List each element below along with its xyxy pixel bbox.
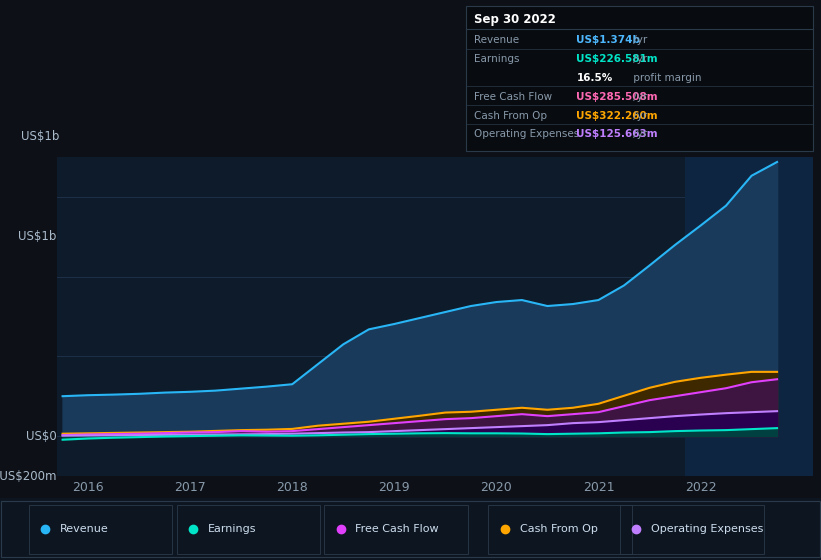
- Text: US$285.508m: US$285.508m: [576, 92, 658, 102]
- Text: /yr: /yr: [630, 92, 647, 102]
- Bar: [324, 505, 468, 554]
- Text: /yr: /yr: [630, 110, 647, 120]
- Text: Operating Expenses: Operating Expenses: [474, 129, 579, 139]
- Text: Cash From Op: Cash From Op: [474, 110, 547, 120]
- Text: US$1b: US$1b: [18, 230, 57, 243]
- Text: Operating Expenses: Operating Expenses: [651, 524, 764, 534]
- Text: Earnings: Earnings: [208, 524, 256, 534]
- Text: Cash From Op: Cash From Op: [520, 524, 598, 534]
- Text: 16.5%: 16.5%: [576, 73, 612, 83]
- Text: Earnings: Earnings: [474, 54, 519, 64]
- Text: US$1b: US$1b: [21, 130, 59, 143]
- Text: US$226.581m: US$226.581m: [576, 54, 658, 64]
- Text: Sep 30 2022: Sep 30 2022: [474, 13, 556, 26]
- Text: US$0: US$0: [26, 430, 57, 442]
- Text: US$125.663m: US$125.663m: [576, 129, 658, 139]
- Text: -US$200m: -US$200m: [0, 469, 57, 483]
- Text: Revenue: Revenue: [60, 524, 108, 534]
- Text: US$322.260m: US$322.260m: [576, 110, 658, 120]
- Bar: [620, 505, 764, 554]
- Text: profit margin: profit margin: [630, 73, 701, 83]
- Bar: [686, 157, 813, 476]
- Text: US$1.374b: US$1.374b: [576, 35, 640, 45]
- Text: Free Cash Flow: Free Cash Flow: [474, 92, 552, 102]
- Text: Free Cash Flow: Free Cash Flow: [355, 524, 439, 534]
- Bar: [29, 505, 172, 554]
- Bar: [488, 505, 632, 554]
- Text: Revenue: Revenue: [474, 35, 519, 45]
- Text: /yr: /yr: [630, 129, 647, 139]
- Text: /yr: /yr: [630, 54, 647, 64]
- Bar: [177, 505, 320, 554]
- Text: /yr: /yr: [630, 35, 647, 45]
